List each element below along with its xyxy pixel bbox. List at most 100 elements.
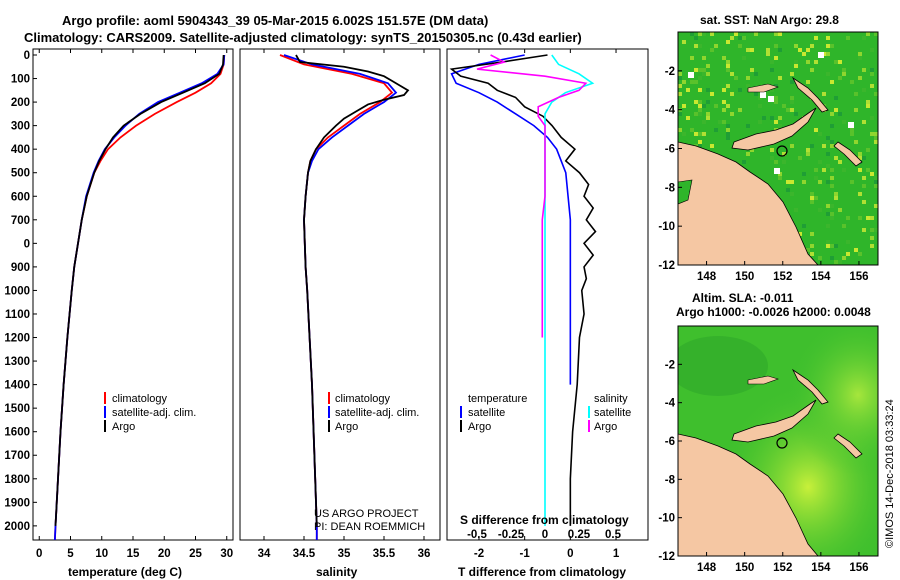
sst-pixel	[770, 60, 774, 64]
sst-pixel	[814, 168, 818, 172]
depth-tick-label: 100	[11, 74, 30, 86]
sst-pixel	[726, 132, 730, 136]
sst-pixel	[870, 228, 874, 232]
sst-pixel	[826, 52, 830, 56]
sst-pixel	[686, 88, 690, 92]
sst-pixel	[854, 140, 858, 144]
sst-pixel	[682, 80, 686, 84]
sst-pixel	[694, 36, 698, 40]
sst-pixel	[866, 168, 870, 172]
temperature-legend: climatology satellite-adj. clim. Argo	[104, 392, 196, 433]
legend-s-satellite-swatch	[588, 406, 590, 418]
temperature-x-axis: 0 5 10 15 20 25 30	[36, 49, 233, 560]
sst-missing-pixel	[774, 168, 780, 174]
sst-pixel	[842, 120, 846, 124]
sst-pixel	[794, 112, 798, 116]
legend-argo-label: Argo	[112, 421, 135, 433]
lon-tick-label: 154	[811, 562, 831, 574]
depth-tick-label: 400	[11, 144, 30, 156]
x-tick-label: 35	[338, 548, 351, 560]
sst-pixel	[870, 244, 874, 248]
s-difference-tick-label: -0.5	[467, 529, 487, 541]
legend-satellite-label: satellite-adj. clim.	[335, 407, 419, 419]
sst-pixel	[810, 196, 814, 200]
depth-tick-label: 0	[24, 50, 30, 62]
sst-pixel	[702, 104, 706, 108]
x-tick-label: -1	[520, 548, 531, 560]
sst-pixel	[766, 48, 770, 52]
sst-pixel	[830, 80, 834, 84]
sst-pixel	[838, 76, 842, 80]
x-tick-label: 36	[418, 548, 431, 560]
salinity-legend: climatology satellite-adj. clim. Argo	[328, 392, 419, 433]
sst-pixel	[858, 192, 862, 196]
sst-pixel	[678, 76, 682, 80]
new-guinea-landmass	[678, 141, 819, 265]
sst-pixel	[790, 72, 794, 76]
sst-pixel	[874, 184, 878, 188]
sst-pixel	[774, 120, 778, 124]
sst-pixel	[838, 160, 842, 164]
difference-series	[449, 54, 597, 526]
x-tick-label: -2	[474, 548, 484, 560]
lat-tick-label: -12	[658, 551, 675, 563]
sst-pixel	[698, 112, 702, 116]
sst-pixel	[774, 100, 778, 104]
x-tick-label: 35.5	[373, 548, 396, 560]
project-credit-line-1: US ARGO PROJECT	[314, 508, 419, 520]
sst-pixel	[726, 104, 730, 108]
sst-pixel	[834, 192, 838, 196]
sst-pixel	[858, 216, 862, 220]
sst-pixel	[826, 36, 830, 40]
x-tick-label: 15	[127, 548, 140, 560]
title-line-2: Climatology: CARS2009. Satellite-adjuste…	[24, 30, 582, 45]
sla-map-title-1: Altim. SLA: -0.011	[692, 291, 794, 305]
sst-pixel	[842, 224, 846, 228]
sla-map-panel: Altim. SLA: -0.011 Argo h1000: -0.0026 h…	[658, 291, 879, 574]
lon-tick-label: 156	[849, 271, 868, 283]
sst-pixel	[750, 48, 754, 52]
sst-pixel	[726, 128, 730, 132]
sst-pixel	[834, 244, 838, 248]
sst-pixel	[842, 168, 846, 172]
legend-salinity-heading: salinity	[594, 393, 628, 405]
lat-tick-label: -4	[665, 105, 676, 117]
sst-missing-pixel	[760, 92, 766, 98]
sst-pixel	[694, 112, 698, 116]
sst-pixel	[770, 88, 774, 92]
sst-pixel	[730, 36, 734, 40]
sst-pixel	[874, 136, 878, 140]
sst-pixel	[818, 180, 822, 184]
sst-pixel	[866, 32, 870, 36]
sst-pixel	[758, 104, 762, 108]
new-ireland-island	[791, 76, 829, 113]
sst-pixel	[846, 216, 850, 220]
legend-t-satellite-swatch	[460, 406, 462, 418]
sst-pixel	[862, 156, 866, 160]
sst-pixel	[838, 112, 842, 116]
s-difference-tick-label: -0.25	[498, 529, 525, 541]
sst-pixel	[786, 180, 790, 184]
s-difference-label: S difference from climatology	[460, 513, 629, 527]
sst-pixel	[870, 48, 874, 52]
sst-pixel	[846, 240, 850, 244]
sla-low-anomaly	[678, 336, 768, 396]
sst-pixel	[690, 32, 694, 36]
sst-pixel	[862, 228, 866, 232]
sst-pixel	[858, 252, 862, 256]
sst-pixel	[830, 216, 834, 220]
sst-pixel	[826, 164, 830, 168]
sst-pixel	[750, 68, 754, 72]
sst-pixel	[826, 244, 830, 248]
sst-pixel	[866, 100, 870, 104]
sst-pixel	[830, 244, 834, 248]
sst-pixel	[862, 176, 866, 180]
sst-map-axes: 148 150 152 154 156 -2 -4 -6 -8 -10 -12	[658, 66, 868, 283]
sst-pixel	[870, 116, 874, 120]
sst-pixel	[694, 44, 698, 48]
sst-pixel	[834, 156, 838, 160]
sst-pixel	[678, 128, 682, 132]
bougainville-island	[833, 141, 863, 167]
sst-pixel	[730, 112, 734, 116]
sst-pixel	[702, 120, 706, 124]
